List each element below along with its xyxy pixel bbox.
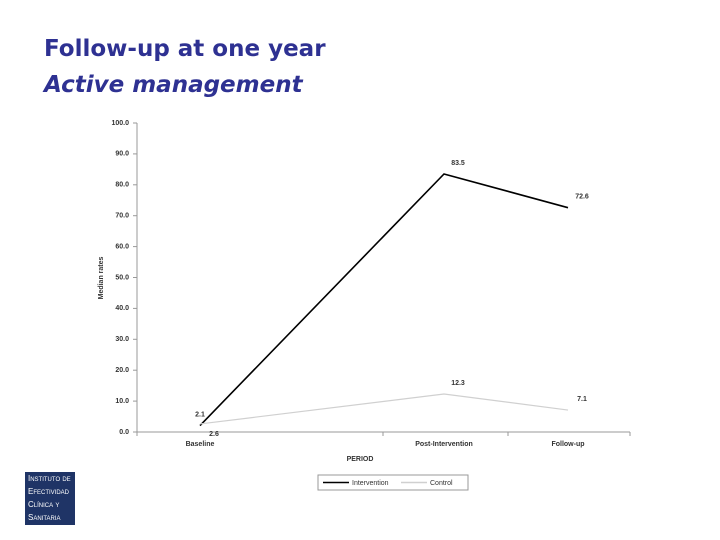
- slide-subtitle: Active management: [44, 72, 303, 98]
- y-tick-label: 60.0: [115, 243, 129, 250]
- series-line: [199, 173, 569, 427]
- series-line: [199, 393, 569, 425]
- value-label: 72.6: [575, 194, 589, 201]
- x-tick-label: Follow-up: [551, 441, 584, 448]
- y-tick-label: 40.0: [115, 305, 129, 312]
- y-tick-label: 100.0: [111, 120, 129, 127]
- logo: Instituto de Efectividad Clínica y Sanit…: [25, 472, 75, 525]
- value-label: 7.1: [577, 396, 587, 403]
- value-label: 2.1: [195, 411, 205, 418]
- y-tick-label: 0.0: [119, 429, 129, 436]
- legend-label: Intervention: [352, 480, 389, 487]
- y-axis-label: Median rates: [98, 256, 105, 299]
- value-label: 12.3: [451, 380, 465, 387]
- value-label: 83.5: [451, 160, 465, 167]
- y-tick-label: 30.0: [115, 336, 129, 343]
- value-label: 2.6: [209, 431, 219, 438]
- y-tick-label: 10.0: [115, 398, 129, 405]
- logo-line: Efectividad: [28, 487, 70, 496]
- x-tick-label: Post-Intervention: [415, 441, 473, 448]
- y-tick-label: 50.0: [115, 274, 129, 281]
- y-tick-label: 20.0: [115, 367, 129, 374]
- y-tick-label: 70.0: [115, 213, 129, 220]
- y-tick-label: 90.0: [115, 151, 129, 158]
- legend-box: [317, 474, 469, 491]
- y-tick-label: 80.0: [115, 182, 129, 189]
- legend-label: Control: [430, 480, 453, 487]
- slide-title: Follow-up at one year: [44, 36, 326, 62]
- logo-line: Instituto de: [28, 474, 71, 483]
- x-axis-label: PERIOD: [347, 456, 374, 463]
- logo-line: Clínica y: [28, 500, 60, 509]
- logo-line: Sanitaria: [28, 513, 61, 522]
- x-tick-label: Baseline: [186, 441, 215, 448]
